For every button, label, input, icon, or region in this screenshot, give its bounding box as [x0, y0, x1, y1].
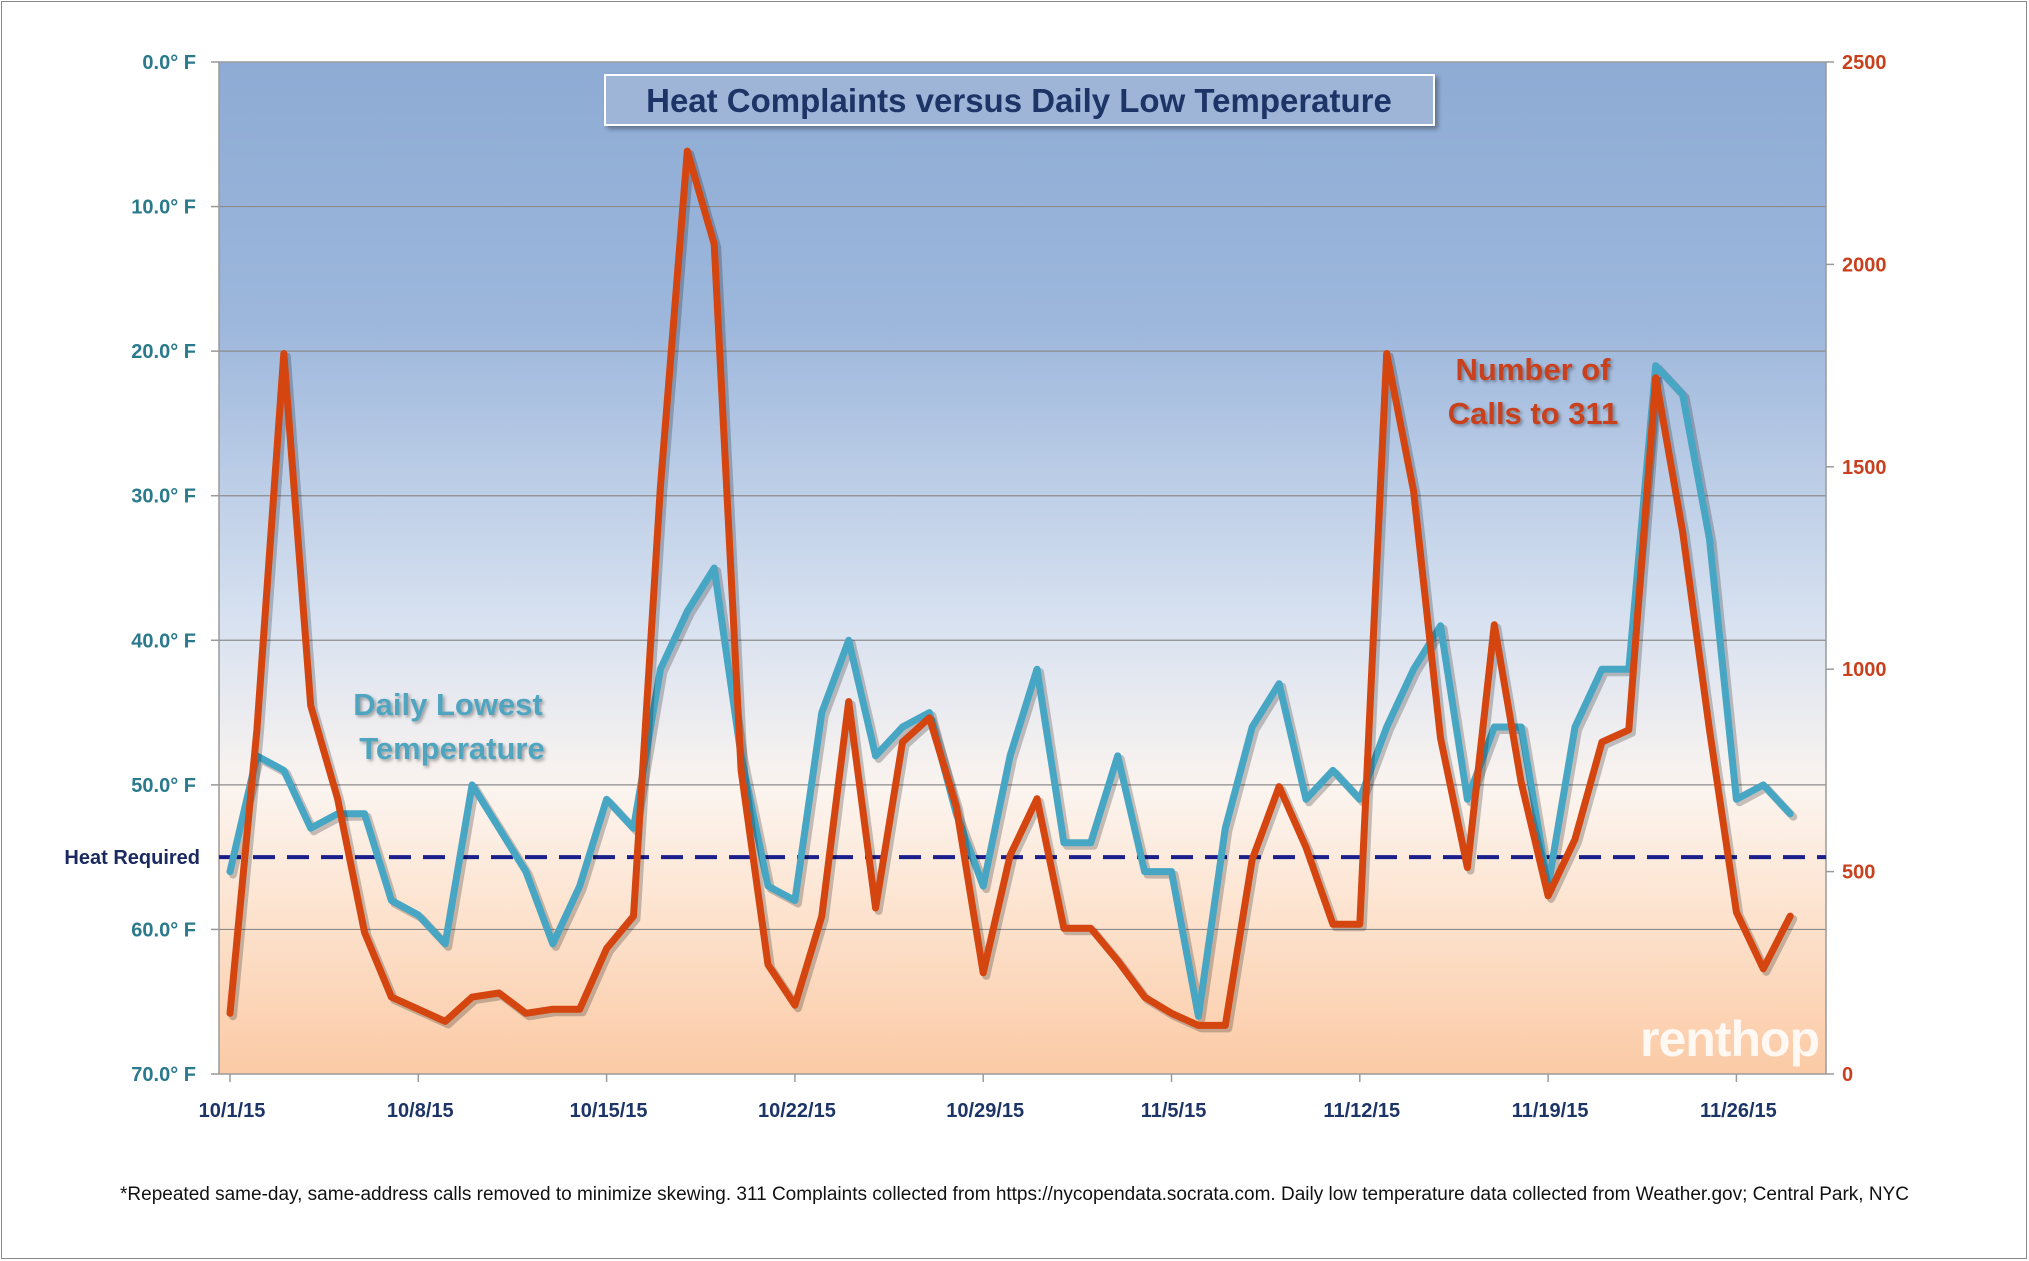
- x-tick-label: 11/5/15: [1141, 1100, 1207, 1122]
- right-tick-label: 1500: [1842, 457, 1887, 479]
- x-tick-label: 10/8/15: [387, 1100, 454, 1122]
- right-tick-label: 500: [1842, 862, 1875, 884]
- temperature-label-line-1: Daily Lowest: [353, 687, 543, 722]
- right-tick-label: 0: [1842, 1064, 1853, 1086]
- left-tick-label: 20.0° F: [131, 341, 196, 363]
- series-layer: [226, 147, 1798, 1033]
- x-tick-label: 11/19/15: [1512, 1100, 1589, 1122]
- chart-title: Heat Complaints versus Daily Low Tempera…: [646, 82, 1392, 119]
- temperature-label-line-2: Temperature: [359, 731, 545, 766]
- right-tick-label: 2000: [1842, 254, 1887, 276]
- left-tick-label: 60.0° F: [131, 919, 196, 941]
- right-tick-label: 2500: [1842, 52, 1887, 74]
- temperature-series-line: [226, 362, 1794, 1020]
- left-tick-label: 30.0° F: [131, 486, 196, 508]
- plot-border: [218, 61, 1827, 1075]
- footnote: *Repeated same-day, same-address calls r…: [120, 1184, 1909, 1205]
- left-tick-label: 0.0° F: [142, 52, 196, 74]
- x-tick-label: 10/22/15: [758, 1100, 836, 1122]
- left-tick-label: 40.0° F: [131, 630, 196, 652]
- calls-series-line: [226, 147, 1794, 1029]
- chart-title-box: Heat Complaints versus Daily Low Tempera…: [604, 74, 1435, 126]
- calls-label-line-2: Calls to 311: [1448, 396, 1619, 431]
- right-tick-label: 1000: [1842, 659, 1887, 681]
- x-tick-label: 10/29/15: [946, 1100, 1024, 1122]
- x-tick-label: 10/15/15: [570, 1100, 648, 1122]
- renthop-logo: renthop: [1640, 1011, 1820, 1067]
- x-tick-label: 11/12/15: [1323, 1100, 1400, 1122]
- x-tick-label: 10/1/15: [199, 1100, 266, 1122]
- calls-series-label: Number of Calls to 311: [1448, 352, 1619, 431]
- x-axis: 10/1/15 10/8/15 10/15/15 10/22/15 10/29/15 11…: [199, 1074, 1777, 1122]
- left-tick-label: 50.0° F: [131, 775, 196, 797]
- x-tick-label: 11/26/15: [1700, 1100, 1777, 1122]
- heat-required-label: Heat Required: [64, 847, 200, 869]
- left-tick-label: 70.0° F: [131, 1064, 196, 1086]
- plot-area: [219, 62, 1826, 1074]
- left-axis: 0.0° F 10.0° F 20.0° F 30.0° F 40.0° F 50.0° …: [131, 52, 219, 1086]
- right-axis: 0 500 1000 1500 2000 2500: [1826, 52, 1887, 1086]
- gridlines: [219, 205, 1826, 931]
- calls-label-line-1: Number of: [1456, 352, 1612, 387]
- left-tick-label: 10.0° F: [131, 197, 196, 219]
- temperature-series-label: Daily Lowest Temperature: [353, 687, 545, 766]
